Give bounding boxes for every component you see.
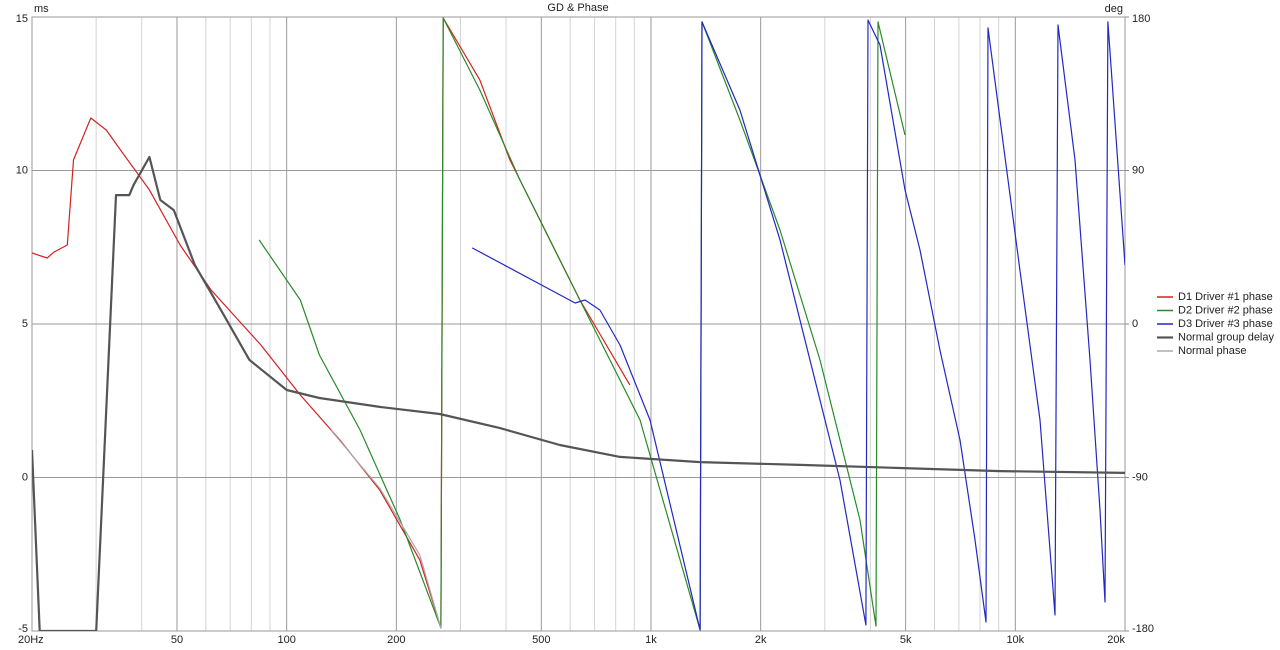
y2-tick-label: -180 bbox=[1132, 623, 1154, 635]
series-line bbox=[330, 429, 442, 629]
y-tick-label: 10 bbox=[16, 164, 28, 176]
series-line bbox=[32, 155, 1125, 631]
legend-label: Normal group delay bbox=[1178, 331, 1274, 343]
x-tick-label: 100 bbox=[277, 634, 295, 646]
x-tick-label: 2k bbox=[755, 634, 767, 646]
y2-axis-label: deg bbox=[1105, 3, 1123, 15]
y-tick-label: 5 bbox=[22, 318, 28, 330]
legend-label: D3 Driver #3 phase bbox=[1178, 318, 1273, 330]
y2-tick-label: 180 bbox=[1132, 13, 1150, 25]
legend-label: D2 Driver #2 phase bbox=[1178, 304, 1273, 316]
x-tick-label: 200 bbox=[387, 634, 405, 646]
x-tick-label: 50 bbox=[171, 634, 183, 646]
y2-tick-label: -90 bbox=[1132, 471, 1148, 483]
series-line bbox=[471, 19, 1125, 631]
x-tick-label: 10k bbox=[1006, 634, 1024, 646]
y2-tick-label: 90 bbox=[1132, 164, 1144, 176]
x-tick-label: 5k bbox=[900, 634, 912, 646]
y-axis-label: ms bbox=[34, 3, 49, 15]
chart-title: GD & Phase bbox=[547, 2, 608, 14]
x-tick-label: 20k bbox=[1107, 634, 1125, 646]
x-tick-label: 500 bbox=[532, 634, 550, 646]
legend-label: Normal phase bbox=[1178, 345, 1246, 357]
legend-label: D1 Driver #1 phase bbox=[1178, 291, 1273, 303]
series-line bbox=[32, 17, 631, 629]
y-tick-label: 0 bbox=[22, 471, 28, 483]
x-tick-label: 20Hz bbox=[18, 634, 44, 646]
y-tick-label: -5 bbox=[18, 623, 28, 635]
y2-tick-label: 0 bbox=[1132, 318, 1138, 330]
y-tick-label: 15 bbox=[16, 13, 28, 25]
x-tick-label: 1k bbox=[645, 634, 657, 646]
